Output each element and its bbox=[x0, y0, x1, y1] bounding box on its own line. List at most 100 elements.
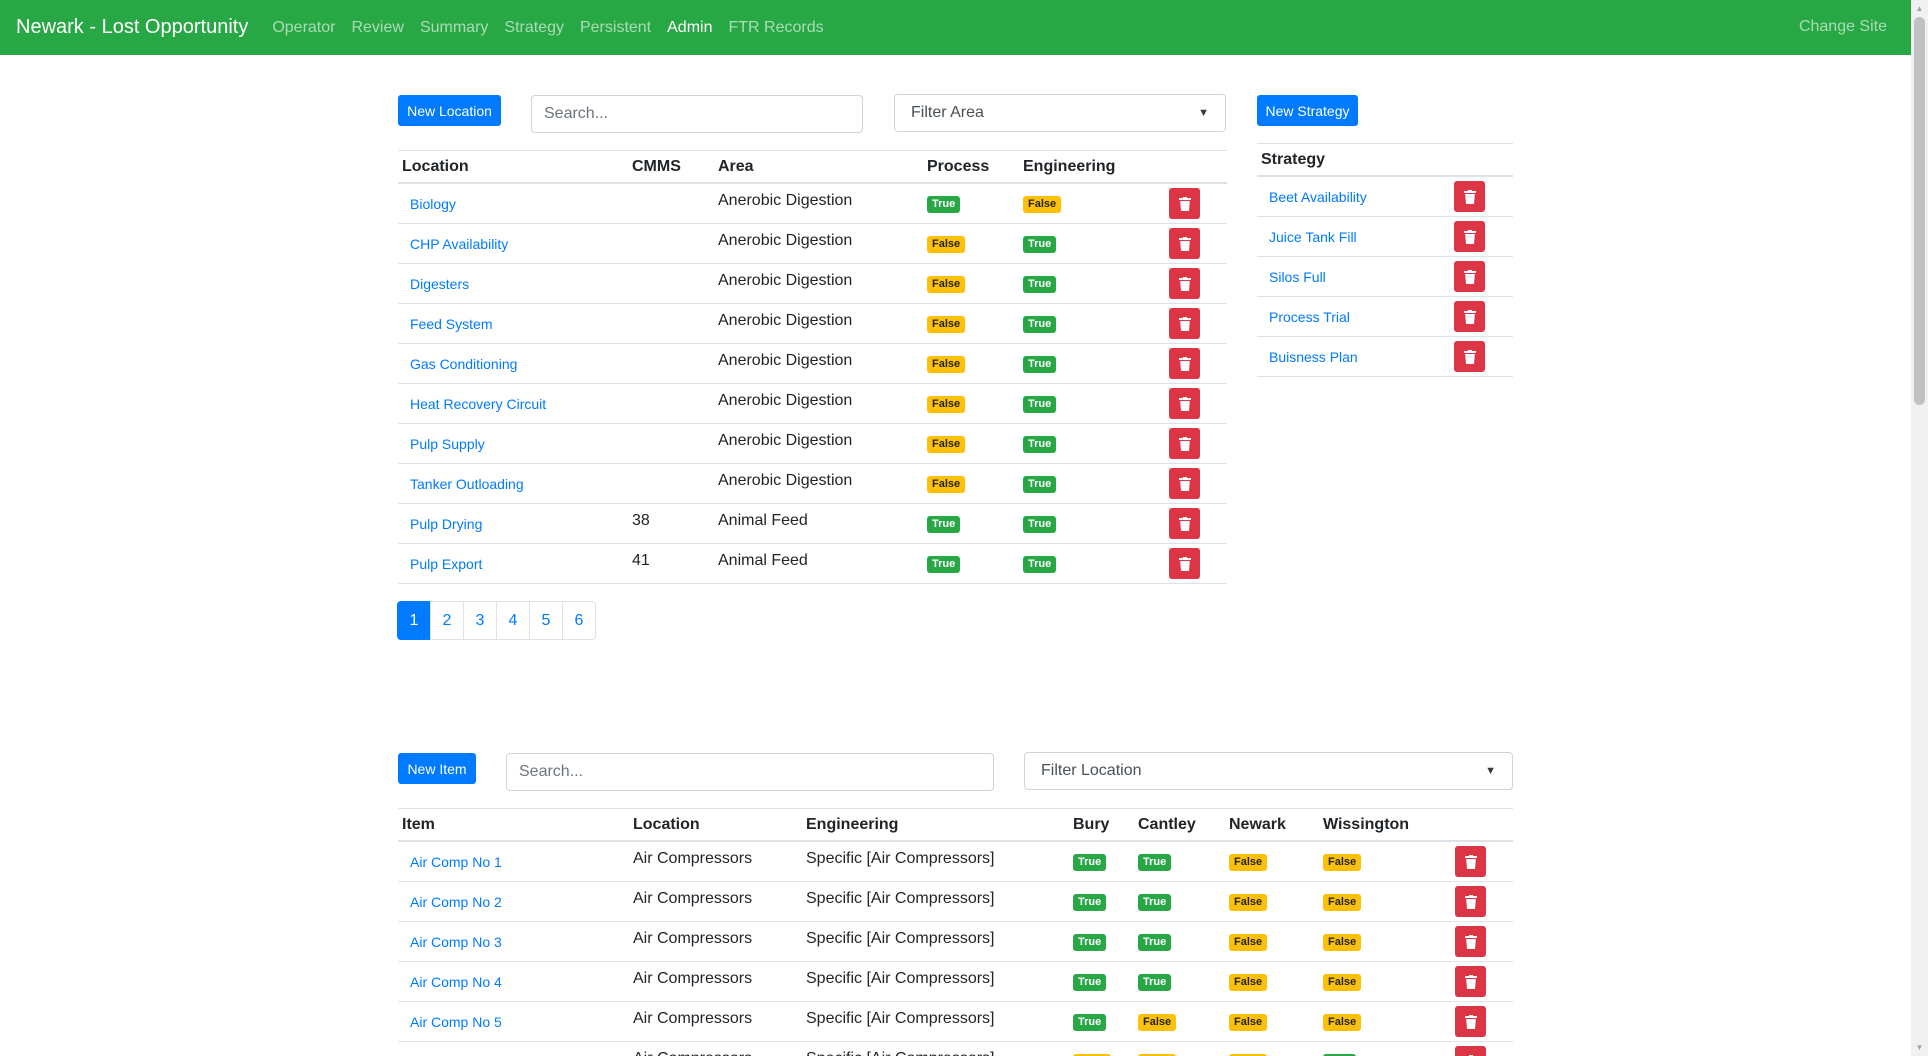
delete-button[interactable] bbox=[1455, 1006, 1486, 1037]
item-link[interactable]: Air Comp No 5 bbox=[410, 1013, 502, 1030]
delete-button[interactable] bbox=[1169, 188, 1200, 219]
strategy-link[interactable]: Beet Availability bbox=[1269, 188, 1367, 205]
item-link[interactable]: Air Comp No 3 bbox=[410, 933, 502, 950]
location-link[interactable]: Tanker Outloading bbox=[410, 475, 524, 492]
area-value: Anerobic Digestion bbox=[718, 311, 853, 329]
process-badge: True bbox=[927, 516, 961, 533]
location-link[interactable]: Pulp Drying bbox=[410, 515, 483, 532]
strategy-table-body: Beet Availability Juice Tank Fill Silos Fu… bbox=[1257, 177, 1513, 377]
nav-change-site[interactable]: Change Site bbox=[1798, 18, 1887, 35]
col-engineering: Engineering bbox=[1023, 157, 1116, 175]
nav-ftr-records[interactable]: FTR Records bbox=[728, 18, 824, 36]
engineering-badge: True bbox=[1023, 276, 1057, 293]
process-badge: False bbox=[927, 356, 966, 373]
cmms-value: 38 bbox=[632, 511, 650, 529]
area-value: Animal Feed bbox=[718, 551, 808, 569]
delete-button[interactable] bbox=[1169, 468, 1200, 499]
wissington-badge: False bbox=[1323, 1014, 1362, 1031]
process-badge: False bbox=[927, 316, 966, 333]
item-link[interactable]: Air Comp No 2 bbox=[410, 893, 502, 910]
filter-location-select[interactable]: Filter Location ▼ bbox=[1024, 752, 1513, 790]
page-link-6[interactable]: 6 bbox=[562, 601, 596, 640]
page-scrollbar[interactable]: ▲ ▼ bbox=[1911, 0, 1928, 1056]
table-row: Tanker Outloading Anerobic Digestion False… bbox=[398, 464, 1227, 504]
delete-button[interactable] bbox=[1455, 886, 1486, 917]
engineering-badge: True bbox=[1023, 556, 1057, 573]
delete-button[interactable] bbox=[1454, 341, 1485, 372]
location-link[interactable]: Pulp Supply bbox=[410, 435, 485, 452]
process-badge: False bbox=[927, 436, 966, 453]
delete-button[interactable] bbox=[1169, 388, 1200, 419]
cmms-value: 41 bbox=[632, 551, 650, 569]
scroll-thumb[interactable] bbox=[1914, 17, 1925, 405]
location-link[interactable]: Heat Recovery Circuit bbox=[410, 395, 547, 412]
navbar: Newark - Lost Opportunity Operator Revie… bbox=[0, 0, 1911, 55]
table-row: Pulp Export 41 Animal Feed True True bbox=[398, 544, 1227, 584]
locations-table-body: Biology Anerobic Digestion True False CHP Av… bbox=[398, 184, 1227, 584]
location-link[interactable]: Feed System bbox=[410, 315, 493, 332]
item-link[interactable]: Boot House Air C... bbox=[398, 1054, 633, 1056]
delete-button[interactable] bbox=[1455, 1046, 1486, 1056]
page-link-3[interactable]: 3 bbox=[463, 601, 497, 640]
location-link[interactable]: Pulp Export bbox=[410, 555, 483, 572]
delete-button[interactable] bbox=[1169, 348, 1200, 379]
page-link-2[interactable]: 2 bbox=[430, 601, 464, 640]
strategy-link[interactable]: Process Trial bbox=[1269, 308, 1350, 325]
trash-icon bbox=[1178, 396, 1191, 411]
item-engineering-value: Specific [Air Compressors] bbox=[806, 1050, 1073, 1056]
col-process: Process bbox=[927, 157, 990, 175]
nav-summary[interactable]: Summary bbox=[419, 18, 489, 36]
delete-button[interactable] bbox=[1455, 966, 1486, 997]
nav-operator[interactable]: Operator bbox=[272, 18, 336, 36]
newark-badge: False bbox=[1229, 894, 1268, 911]
process-badge: True bbox=[927, 196, 961, 213]
nav-strategy[interactable]: Strategy bbox=[504, 18, 564, 36]
new-strategy-button[interactable]: New Strategy bbox=[1257, 95, 1358, 126]
table-row: Boot House Air C...Air CompressorsSpecif… bbox=[398, 1042, 1513, 1056]
strategy-link[interactable]: Juice Tank Fill bbox=[1269, 228, 1357, 245]
scroll-down-icon[interactable]: ▼ bbox=[1915, 1043, 1924, 1052]
delete-button[interactable] bbox=[1169, 548, 1200, 579]
page-link-4[interactable]: 4 bbox=[496, 601, 530, 640]
delete-button[interactable] bbox=[1454, 261, 1485, 292]
page-link-1[interactable]: 1 bbox=[397, 601, 431, 640]
strategy-link[interactable]: Buisness Plan bbox=[1269, 348, 1358, 365]
new-location-button[interactable]: New Location bbox=[398, 95, 501, 126]
location-link[interactable]: CHP Availability bbox=[410, 235, 509, 252]
nav-persistent[interactable]: Persistent bbox=[579, 18, 652, 36]
delete-button[interactable] bbox=[1169, 228, 1200, 259]
nav-admin[interactable]: Admin bbox=[667, 18, 713, 36]
item-search-input[interactable]: Search... bbox=[506, 753, 994, 791]
item-engineering-value: Specific [Air Compressors] bbox=[806, 889, 995, 907]
new-item-button[interactable]: New Item bbox=[398, 753, 476, 784]
wissington-badge: True bbox=[1323, 1054, 1357, 1056]
strategy-table-header: Strategy bbox=[1257, 143, 1513, 177]
delete-button[interactable] bbox=[1169, 308, 1200, 339]
area-value: Anerobic Digestion bbox=[718, 431, 853, 449]
delete-button[interactable] bbox=[1454, 301, 1485, 332]
filter-area-value: Filter Area bbox=[911, 104, 984, 121]
delete-button[interactable] bbox=[1169, 268, 1200, 299]
nav-review[interactable]: Review bbox=[351, 18, 404, 36]
delete-button[interactable] bbox=[1455, 926, 1486, 957]
item-link[interactable]: Air Comp No 4 bbox=[410, 973, 502, 990]
delete-button[interactable] bbox=[1169, 428, 1200, 459]
scroll-up-icon[interactable]: ▲ bbox=[1915, 4, 1924, 13]
delete-button[interactable] bbox=[1454, 181, 1485, 212]
table-row: Feed System Anerobic Digestion False True bbox=[398, 304, 1227, 344]
delete-button[interactable] bbox=[1169, 508, 1200, 539]
item-link[interactable]: Air Comp No 1 bbox=[410, 853, 502, 870]
trash-icon bbox=[1464, 934, 1477, 949]
delete-button[interactable] bbox=[1454, 221, 1485, 252]
page-link-5[interactable]: 5 bbox=[529, 601, 563, 640]
process-badge: True bbox=[927, 556, 961, 573]
brand-title[interactable]: Newark - Lost Opportunity bbox=[16, 16, 249, 38]
filter-area-select[interactable]: Filter Area ▼ bbox=[894, 94, 1226, 132]
strategy-link[interactable]: Silos Full bbox=[1269, 268, 1326, 285]
trash-icon bbox=[1463, 349, 1476, 364]
location-link[interactable]: Biology bbox=[410, 195, 456, 212]
location-search-input[interactable]: Search... bbox=[531, 95, 863, 133]
location-link[interactable]: Gas Conditioning bbox=[410, 355, 518, 372]
delete-button[interactable] bbox=[1455, 846, 1486, 877]
location-link[interactable]: Digesters bbox=[410, 275, 470, 292]
